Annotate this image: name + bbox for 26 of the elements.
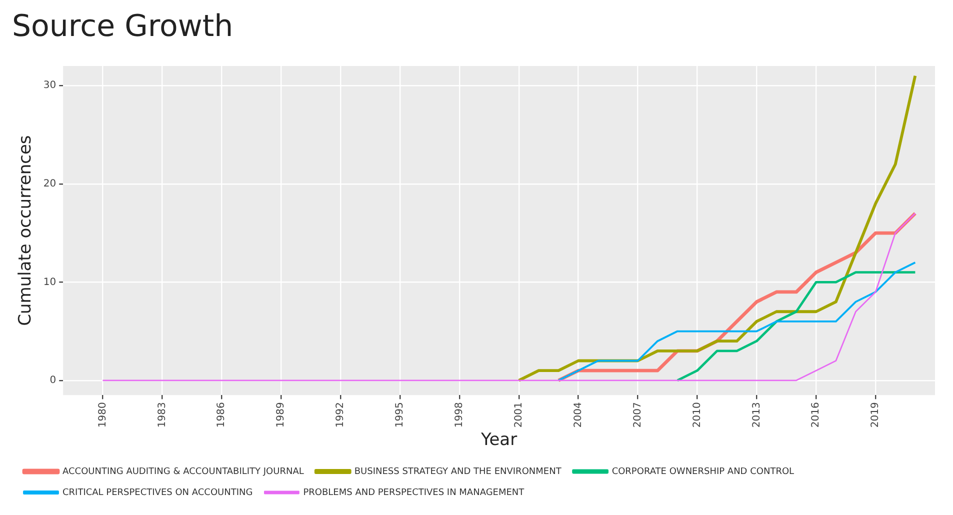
x-tick-label: 1995 [394, 402, 406, 428]
legend-label: PROBLEMS AND PERSPECTIVES IN MANAGEMENT [303, 488, 525, 498]
y-tick-label: 10 [43, 276, 56, 288]
x-tick-label: 2001 [513, 402, 524, 428]
x-axis-title: Year [480, 430, 518, 450]
legend-label: ACCOUNTING AUDITING & ACCOUNTABILITY JOURNAL [62, 466, 304, 477]
x-tick-label: 1986 [216, 402, 228, 428]
y-tick-label: 0 [50, 375, 56, 386]
x-tick-label: 1983 [156, 402, 168, 428]
x-tick-label: 2010 [692, 402, 703, 428]
x-tick-label: 1998 [454, 402, 466, 428]
x-tick-label: 1992 [335, 402, 346, 428]
x-tick-label: 1980 [97, 402, 108, 428]
legend-label: BUSINESS STRATEGY AND THE ENVIRONMENT [354, 466, 562, 477]
x-tick-label: 2004 [572, 402, 584, 428]
x-tick-label: 2016 [810, 402, 822, 428]
y-tick-label: 30 [43, 80, 56, 92]
x-tick-label: 2013 [751, 402, 762, 428]
x-tick-label: 1989 [276, 402, 287, 428]
chart-title: Source Growth [12, 8, 234, 44]
y-tick-label: 20 [43, 178, 56, 190]
x-tick-label: 2007 [632, 402, 644, 428]
legend-label: CRITICAL PERSPECTIVES ON ACCOUNTING [62, 488, 253, 498]
x-tick-label: 2019 [870, 402, 882, 428]
legend-label: CORPORATE OWNERSHIP AND CONTROL [612, 466, 794, 477]
y-axis-title: Cumulate occurrences [16, 135, 36, 326]
